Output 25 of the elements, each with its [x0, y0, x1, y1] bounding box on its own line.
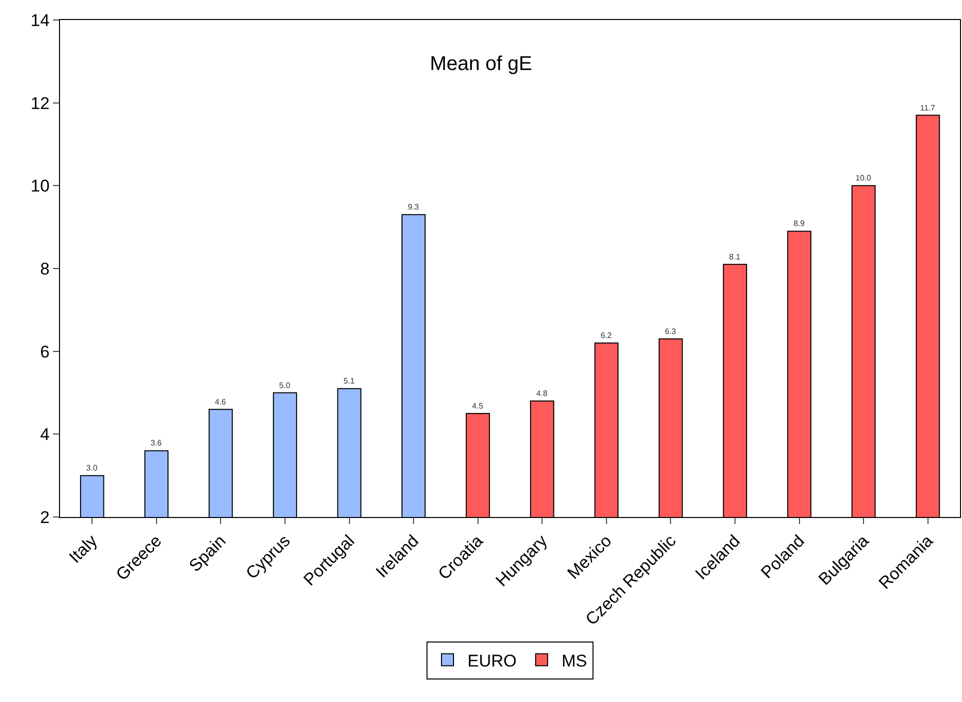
y-tick-label: 12 [30, 94, 50, 113]
legend-label: EURO [468, 651, 517, 670]
y-tick-label: 10 [30, 176, 50, 196]
y-tick-label: 6 [40, 342, 50, 362]
data-label: 5.0 [279, 380, 291, 390]
data-label: 8.9 [793, 219, 806, 228]
text: Mean of gE [430, 53, 532, 76]
y-tick-label: 8 [40, 259, 50, 278]
data-label: 11.7 [920, 103, 936, 112]
data-label: 6.3 [664, 326, 677, 336]
y-tick-label: 14 [30, 10, 50, 30]
x-tick-label: Italy [65, 530, 102, 567]
data-label: 6.2 [600, 331, 612, 340]
y-tick-label: 2 [40, 508, 50, 527]
data-label: 4.6 [214, 397, 227, 406]
data-label: 9.3 [408, 202, 420, 212]
data-label: 5.1 [343, 376, 356, 386]
data-label: 8.1 [729, 252, 741, 262]
data-label: 3.0 [86, 464, 98, 473]
data-label: 4.8 [536, 389, 548, 398]
data-label: 10.0 [856, 174, 872, 183]
y-tick-label: 4 [40, 425, 50, 444]
legend-label: MS [562, 651, 588, 670]
data-label: 4.5 [472, 401, 484, 410]
data-label: 3.6 [150, 438, 162, 448]
